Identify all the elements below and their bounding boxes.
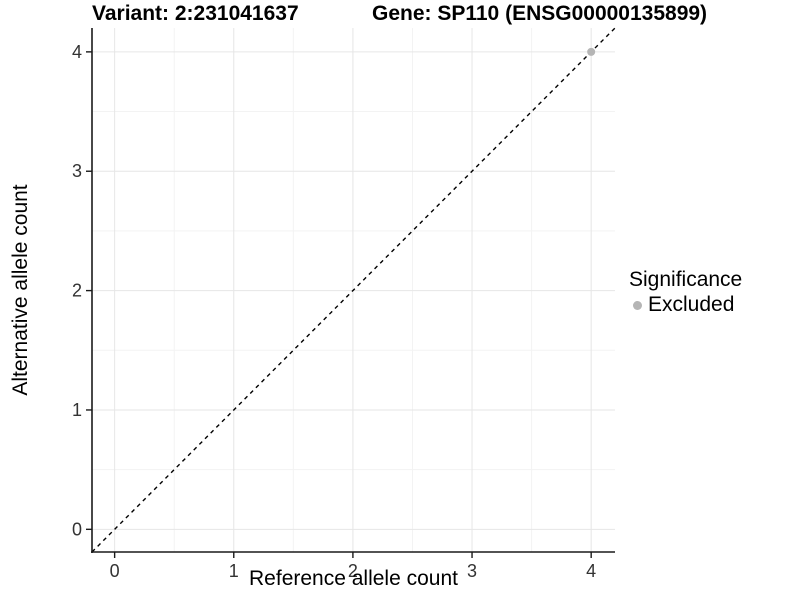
y-tick-label: 4 [72,42,82,62]
x-tick-label: 1 [229,561,239,581]
x-axis-title: Reference allele count [249,567,458,590]
variant-title: Variant: 2:231041637 [92,2,299,25]
x-tick-label: 4 [586,561,596,581]
x-tick-label: 2 [348,561,358,581]
legend-entry-excluded: Excluded [629,293,742,317]
x-tick-label: 3 [467,561,477,581]
excluded-point-icon [633,300,642,310]
legend: Significance Excluded [629,268,742,317]
y-tick-label: 2 [72,281,82,301]
legend-entry-label: Excluded [648,293,735,316]
x-tick-label: 0 [110,561,120,581]
gene-title: Gene: SP110 (ENSG00000135899) [372,2,708,25]
y-axis-title: Alternative allele count [9,184,32,396]
data-point [587,47,596,56]
y-tick-label: 3 [72,161,82,181]
identity-line [91,27,616,553]
y-tick-label: 1 [72,400,82,420]
legend-title: Significance [629,268,743,291]
y-tick-label: 0 [72,519,82,539]
